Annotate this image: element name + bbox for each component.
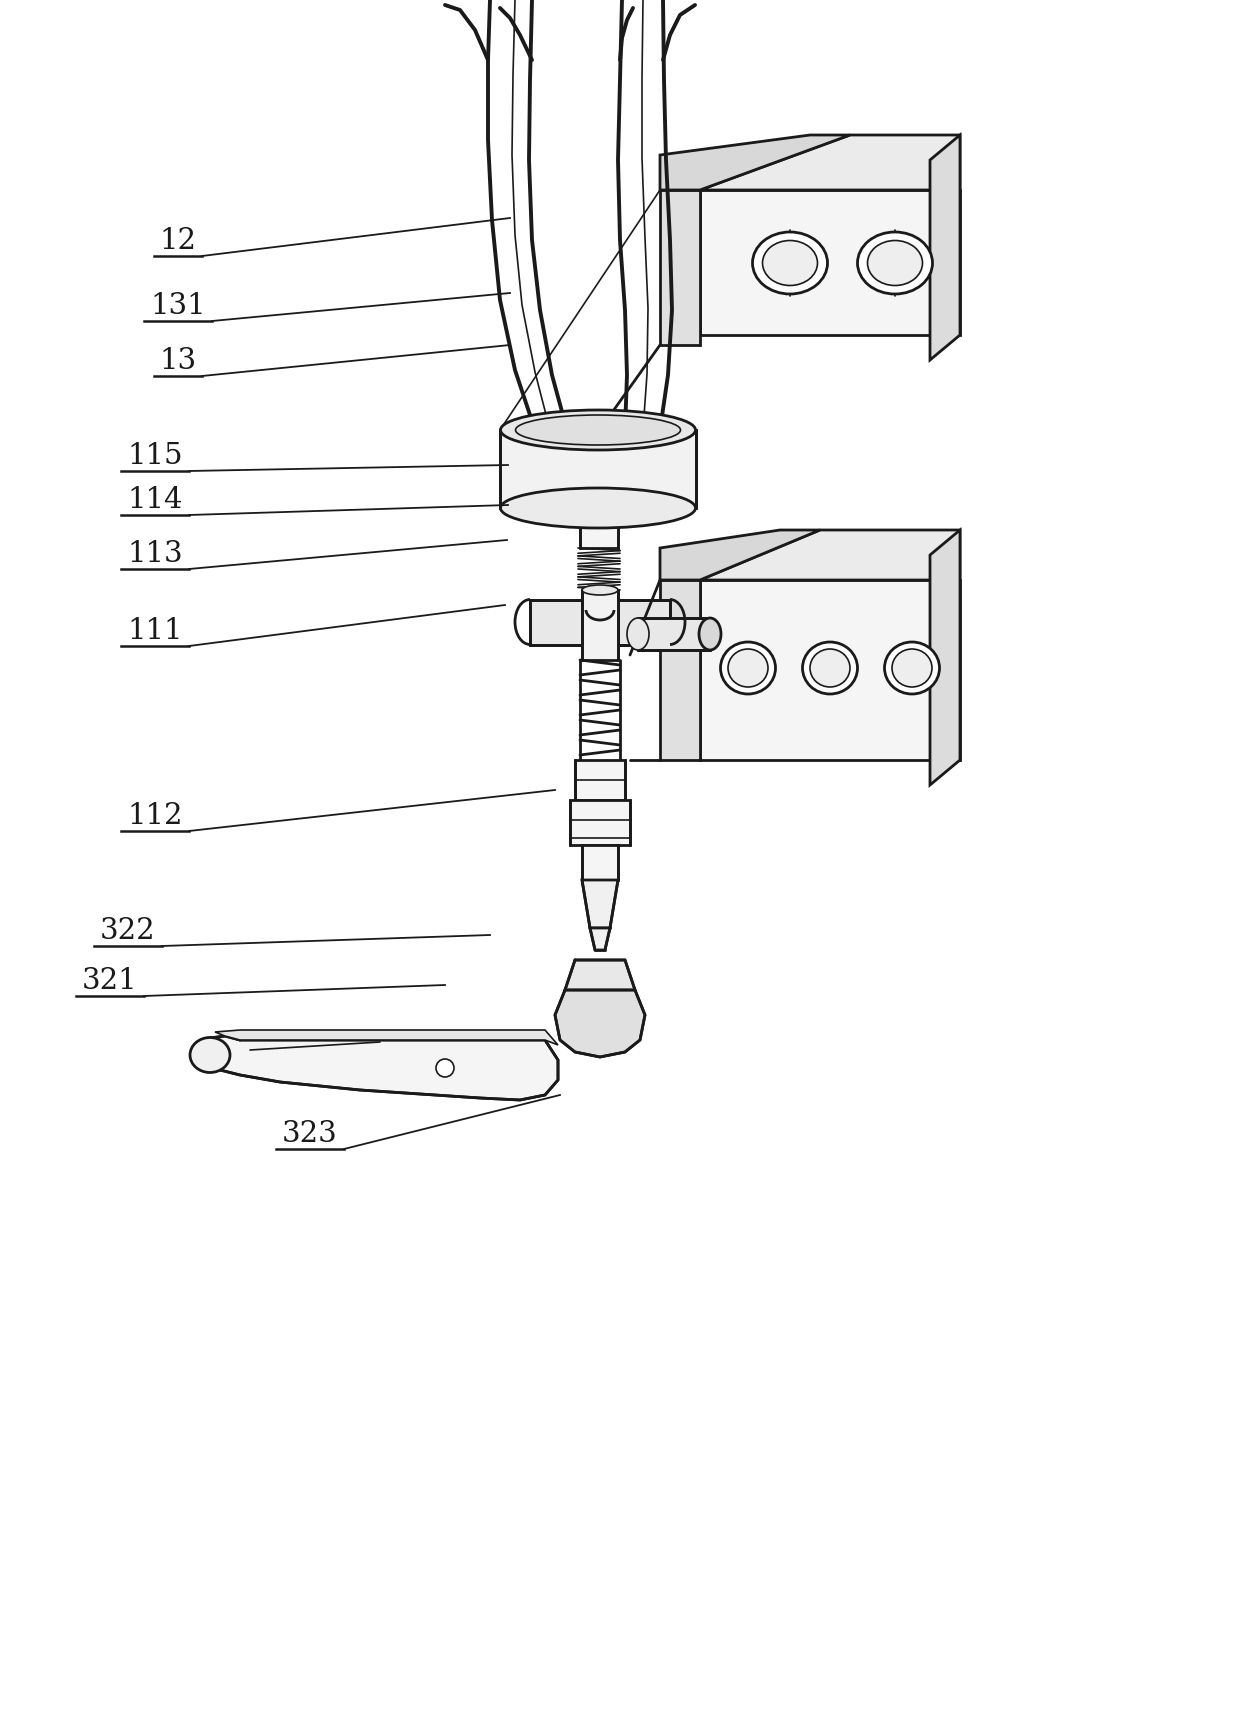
Circle shape bbox=[436, 1058, 454, 1077]
Polygon shape bbox=[701, 135, 960, 190]
Ellipse shape bbox=[190, 1038, 229, 1072]
Polygon shape bbox=[660, 530, 820, 580]
Text: 111: 111 bbox=[128, 617, 182, 645]
Ellipse shape bbox=[763, 241, 817, 286]
Ellipse shape bbox=[516, 416, 681, 445]
Polygon shape bbox=[701, 530, 960, 580]
Ellipse shape bbox=[753, 233, 827, 294]
Polygon shape bbox=[930, 530, 960, 785]
Polygon shape bbox=[575, 759, 625, 800]
Polygon shape bbox=[930, 135, 960, 361]
Polygon shape bbox=[660, 135, 849, 190]
Ellipse shape bbox=[720, 641, 775, 694]
Ellipse shape bbox=[858, 233, 932, 294]
Ellipse shape bbox=[501, 487, 696, 528]
Polygon shape bbox=[582, 845, 618, 881]
Text: 114: 114 bbox=[128, 486, 182, 515]
Text: 113: 113 bbox=[128, 540, 182, 568]
Text: 12: 12 bbox=[160, 227, 196, 255]
Polygon shape bbox=[556, 990, 645, 1057]
Text: 13: 13 bbox=[160, 347, 197, 374]
Text: 115: 115 bbox=[128, 441, 182, 470]
Ellipse shape bbox=[728, 650, 768, 687]
Ellipse shape bbox=[582, 585, 618, 595]
Ellipse shape bbox=[810, 650, 849, 687]
Polygon shape bbox=[500, 429, 696, 508]
Polygon shape bbox=[582, 881, 618, 929]
Ellipse shape bbox=[884, 641, 940, 694]
Polygon shape bbox=[215, 1029, 558, 1045]
Polygon shape bbox=[570, 800, 630, 845]
Text: 131: 131 bbox=[150, 292, 206, 320]
Ellipse shape bbox=[699, 617, 720, 650]
Polygon shape bbox=[582, 590, 618, 660]
Polygon shape bbox=[565, 959, 635, 1041]
Text: 112: 112 bbox=[128, 802, 182, 829]
Text: 322: 322 bbox=[100, 917, 156, 946]
Polygon shape bbox=[660, 190, 701, 345]
Ellipse shape bbox=[501, 410, 696, 450]
Polygon shape bbox=[582, 590, 618, 610]
Text: 323: 323 bbox=[283, 1120, 337, 1147]
Polygon shape bbox=[590, 929, 610, 951]
Polygon shape bbox=[701, 580, 960, 759]
Polygon shape bbox=[618, 600, 670, 645]
Polygon shape bbox=[200, 1036, 558, 1100]
Text: 321: 321 bbox=[82, 966, 138, 995]
Polygon shape bbox=[529, 600, 582, 645]
Ellipse shape bbox=[892, 650, 932, 687]
Ellipse shape bbox=[802, 641, 858, 694]
Polygon shape bbox=[701, 190, 960, 335]
Polygon shape bbox=[660, 580, 701, 759]
Ellipse shape bbox=[627, 617, 649, 650]
Polygon shape bbox=[580, 508, 618, 547]
Polygon shape bbox=[639, 617, 711, 650]
Ellipse shape bbox=[868, 241, 923, 286]
